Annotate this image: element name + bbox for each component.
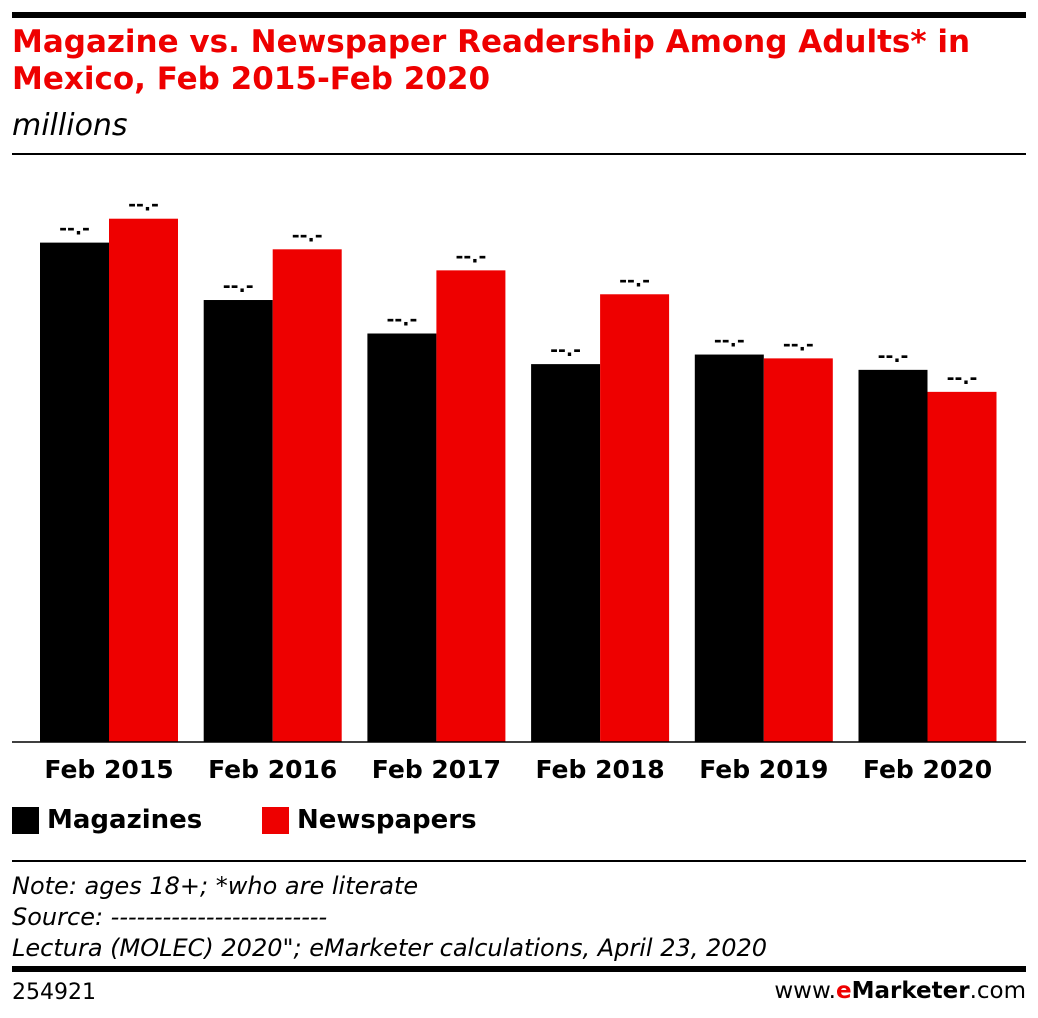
bar-magazines-feb-2018 — [531, 364, 601, 742]
brand-prefix: www. — [774, 978, 836, 1004]
notes-rule — [12, 860, 1026, 862]
bar-chart: --.- --.- --.- --.- --.- --.- --.- --.- --.- --.-… — [12, 194, 1026, 784]
x-tick-label-feb-2015: Feb 2015 — [44, 755, 173, 784]
brand-suffix: .com — [969, 978, 1026, 1004]
bars-group — [40, 218, 997, 743]
top-rule — [12, 12, 1026, 18]
source-text-continued: Lectura (MOLEC) 2020"; eMarketer calcula… — [12, 934, 768, 962]
bar-newspapers-feb-2015 — [109, 218, 178, 742]
brand-e: e — [835, 978, 852, 1004]
brand-name: Marketer — [851, 978, 970, 1004]
bar-newspapers-feb-2016 — [272, 249, 342, 743]
bottom-rule — [12, 966, 1026, 972]
value-label-newspapers-feb-2018: --.- — [619, 269, 650, 291]
x-tick-label-feb-2018: Feb 2018 — [535, 755, 664, 784]
value-label-newspapers-feb-2016: --.- — [292, 224, 323, 246]
bar-magazines-feb-2015 — [40, 242, 109, 742]
emarketer-brand: www.eMarketer.com — [774, 978, 1026, 1004]
value-label-newspapers-feb-2015: --.- — [128, 194, 159, 216]
legend-newspapers: Newspapers — [262, 803, 477, 837]
bar-newspapers-feb-2019 — [763, 358, 833, 742]
subtitle-rule — [12, 153, 1026, 155]
legend-label-newspapers: Newspapers — [297, 805, 477, 835]
value-label-magazines-feb-2017: --.- — [386, 309, 417, 331]
bar-newspapers-feb-2018 — [600, 294, 670, 742]
value-label-magazines-feb-2020: --.- — [878, 345, 909, 367]
bar-magazines-feb-2019 — [694, 354, 764, 742]
source-text: Source: ------------------------- — [12, 903, 328, 931]
bar-magazines-feb-2017 — [367, 333, 437, 742]
value-label-magazines-feb-2018: --.- — [550, 339, 581, 361]
chart-title: Magazine vs. Newspaper Readership Among … — [12, 24, 971, 97]
x-tick-label-feb-2017: Feb 2017 — [372, 755, 501, 784]
value-label-newspapers-feb-2017: --.- — [455, 245, 486, 267]
chart-subtitle: millions — [12, 108, 128, 143]
note-text: Note: ages 18+; *who are literate — [12, 872, 419, 900]
bar-magazines-feb-2016 — [203, 300, 273, 742]
x-tick-label-feb-2016: Feb 2016 — [208, 755, 337, 784]
chart-id: 254921 — [12, 980, 96, 1005]
x-tick-label-feb-2019: Feb 2019 — [699, 755, 828, 784]
x-tick-labels-group: Feb 2015 Feb 2016 Feb 2017 Feb 2018 Feb 2019… — [44, 755, 992, 784]
value-label-magazines-feb-2015: --.- — [59, 218, 90, 240]
value-label-newspapers-feb-2020: --.- — [947, 367, 978, 389]
value-label-newspapers-feb-2019: --.- — [783, 333, 814, 355]
value-labels-group: --.- --.- --.- --.- --.- --.- --.- --.- --.- --.-… — [59, 194, 977, 389]
bar-magazines-feb-2020 — [858, 369, 928, 742]
legend-magazines: Magazines — [12, 803, 202, 837]
value-label-magazines-feb-2019: --.- — [714, 330, 745, 352]
value-label-magazines-feb-2016: --.- — [223, 275, 254, 297]
legend-label-magazines: Magazines — [47, 805, 203, 835]
legend-swatch-newspapers — [262, 806, 289, 834]
bar-newspapers-feb-2020 — [927, 391, 997, 742]
bar-newspapers-feb-2017 — [436, 270, 506, 742]
legend-swatch-magazines — [12, 806, 39, 834]
x-tick-label-feb-2020: Feb 2020 — [863, 755, 992, 784]
